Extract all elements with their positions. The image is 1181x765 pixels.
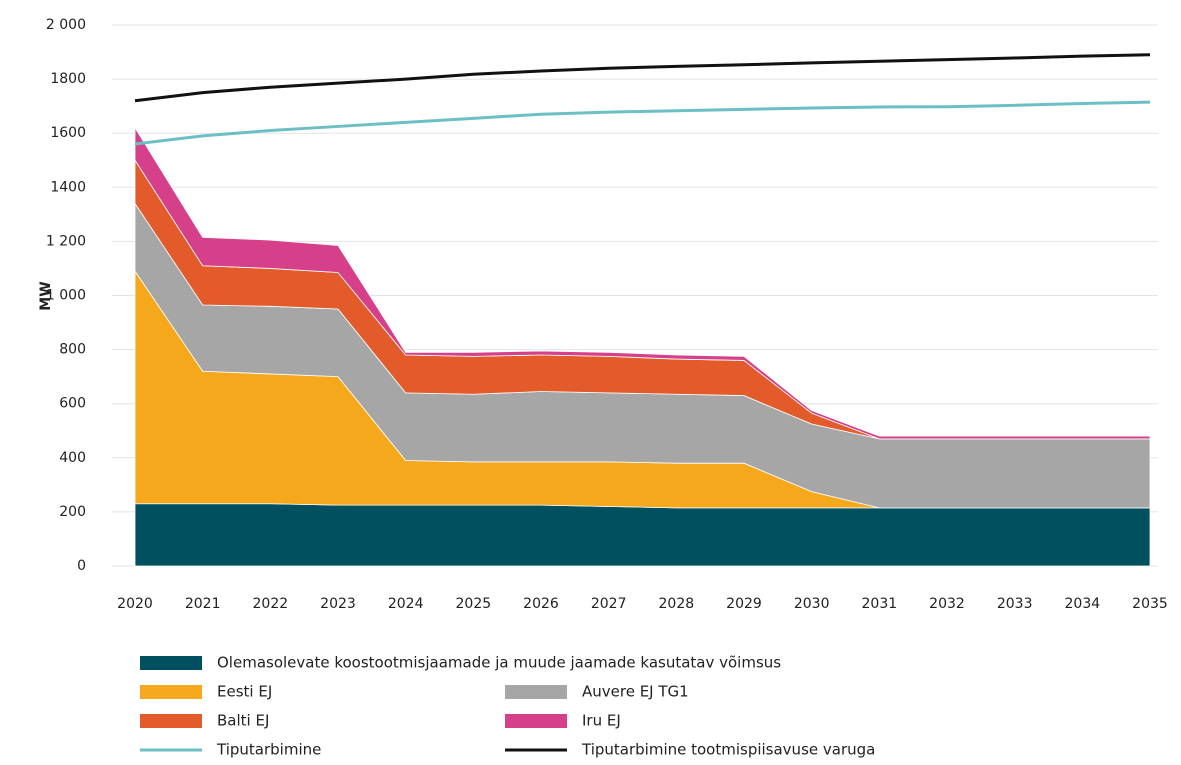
x-tick-label: 2028 (659, 596, 695, 612)
y-tick-label: 800 (59, 342, 86, 358)
legend-swatch (505, 685, 567, 699)
y-tick-label: 400 (59, 450, 86, 466)
x-tick-label: 2033 (997, 596, 1033, 612)
y-tick-label: 1600 (50, 125, 86, 141)
line (134, 100, 1151, 146)
legend-label: Auvere EJ TG1 (582, 683, 689, 701)
legend-swatch (505, 714, 567, 728)
x-tick-label: 2032 (929, 596, 965, 612)
x-tick-label: 2035 (1132, 596, 1168, 612)
y-tick-label: 1800 (50, 71, 86, 87)
x-tick-label: 2031 (862, 596, 898, 612)
line (134, 53, 1151, 103)
x-tick-label: 2029 (726, 596, 762, 612)
legend-label: Balti EJ (217, 712, 269, 730)
x-tick-label: 2025 (456, 596, 492, 612)
y-tick-label: 2 000 (46, 17, 86, 33)
legend-swatch (140, 656, 202, 670)
x-tick-label: 2024 (388, 596, 424, 612)
x-tick-label: 2022 (253, 596, 289, 612)
x-tick-label: 2021 (185, 596, 221, 612)
x-tick-label: 2030 (794, 596, 830, 612)
x-tick-label: 2020 (117, 596, 153, 612)
x-tick-label: 2023 (320, 596, 356, 612)
x-tick-label: 2034 (1065, 596, 1101, 612)
x-tick-label: 2026 (523, 596, 559, 612)
legend-label: Olemasolevate koostootmisjaamade ja muud… (217, 654, 781, 672)
y-tick-label: 1 200 (46, 233, 86, 249)
y-tick-label: 600 (59, 396, 86, 412)
legend-swatch (140, 714, 202, 728)
x-tick-label: 2027 (591, 596, 627, 612)
y-tick-label: 1400 (50, 179, 86, 195)
y-axis-label: MW (38, 281, 54, 310)
legend-swatch (140, 685, 202, 699)
area (134, 503, 1151, 567)
legend-label: Eesti EJ (217, 683, 272, 701)
y-tick-label: 200 (59, 504, 86, 520)
y-tick-label: 0 (77, 558, 86, 574)
y-tick-label: 1 000 (46, 288, 86, 304)
legend-label: Tiputarbimine (216, 741, 321, 759)
legend-label: Tiputarbimine tootmispiisavuse varuga (581, 741, 875, 759)
legend-label: Iru EJ (582, 712, 621, 730)
area (134, 126, 1151, 440)
